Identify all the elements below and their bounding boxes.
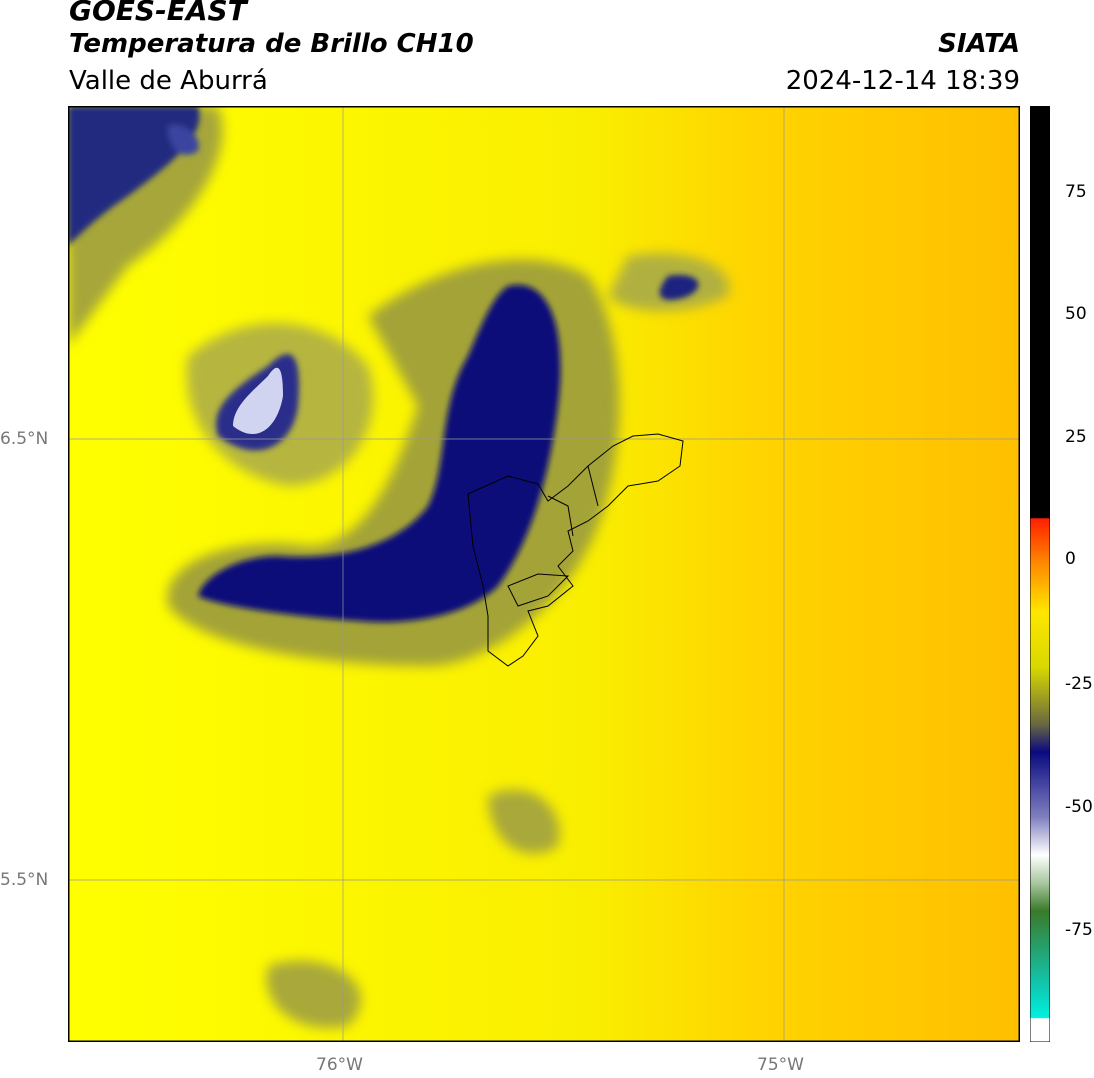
datetime-label: 2024-12-14 18:39 [785, 66, 1020, 96]
colorbar-tick-25: 25 [1065, 427, 1087, 447]
graticule [68, 106, 1020, 1042]
colorbar-tick-0: 0 [1065, 549, 1076, 569]
colorbar [1030, 106, 1050, 1042]
cold-cloud-core [233, 367, 283, 435]
colorbar-tick-minus25: -25 [1065, 674, 1093, 694]
lat-label-5-5: 5.5°N [0, 870, 49, 890]
colorbar-tick-75: 75 [1065, 182, 1087, 202]
region-subtitle: Valle de Aburrá [69, 66, 268, 96]
lon-label-75: 75°W [757, 1055, 804, 1075]
map-frame [68, 106, 1020, 1042]
colorbar-tick-50: 50 [1065, 304, 1087, 324]
satellite-map[interactable] [68, 106, 1020, 1042]
colorbar-tick-minus50: -50 [1065, 797, 1093, 817]
valle-aburra-borders [467, 433, 684, 667]
satellite-title: GOES-EAST [69, 0, 247, 27]
lat-label-6-5: 6.5°N [0, 429, 49, 449]
product-title: Temperatura de Brillo CH10 [69, 29, 474, 59]
organization-label: SIATA [938, 29, 1020, 59]
lon-label-76: 76°W [316, 1055, 363, 1075]
colorbar-tick-minus75: -75 [1065, 920, 1093, 940]
